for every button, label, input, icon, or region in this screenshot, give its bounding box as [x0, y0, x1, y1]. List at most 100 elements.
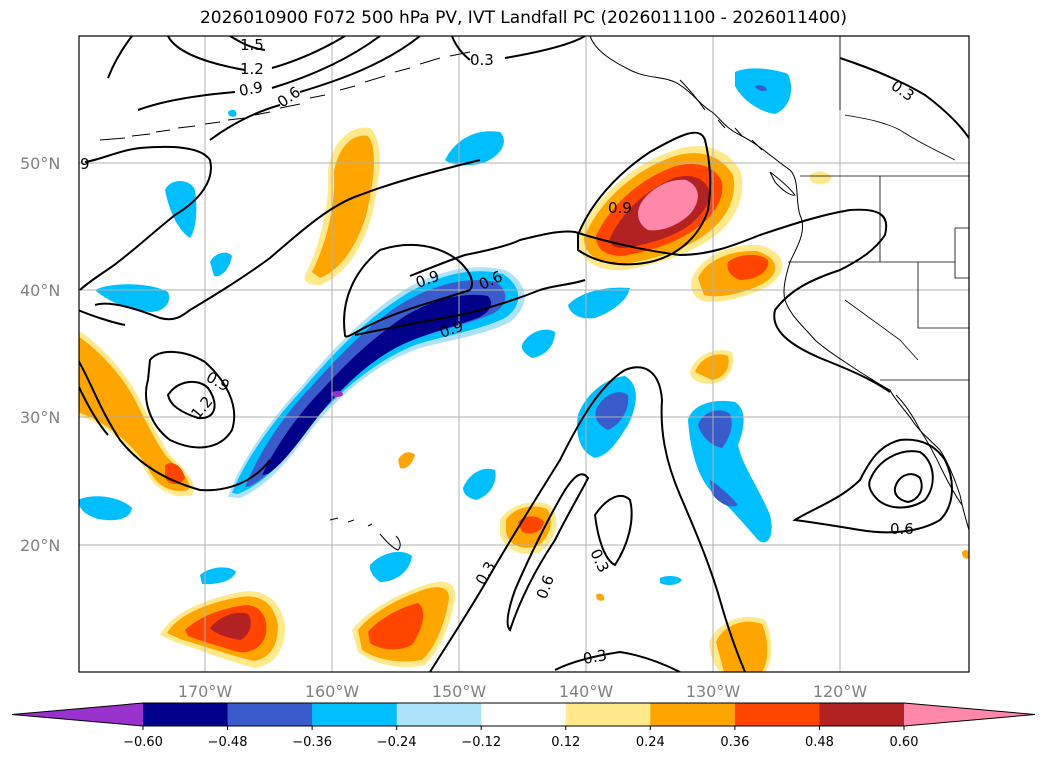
positive-patch-south2-red — [368, 603, 424, 650]
positive-patch-center-red — [518, 516, 544, 534]
colorbar-segment — [227, 703, 313, 726]
lat-label: 20°N — [20, 536, 60, 555]
lon-label: 170°W — [178, 682, 233, 701]
lon-label: 130°W — [686, 682, 741, 701]
contour-label: 9 — [80, 155, 90, 173]
contour-0p9-low — [145, 350, 236, 449]
colorbar-segment — [312, 703, 398, 726]
lat-label: 40°N — [20, 281, 60, 300]
negative-patch-12 — [660, 575, 682, 585]
colorbar-tick-label: −0.24 — [377, 735, 417, 750]
colorbar-segment — [734, 703, 820, 726]
colorbar-extend-min — [12, 703, 143, 726]
negative-patch-8 — [463, 468, 496, 500]
contour-0p3-inner — [593, 495, 633, 567]
contour-label: 0.6 — [890, 520, 914, 538]
canada-border-inner — [844, 114, 956, 161]
colorbar-segment — [481, 703, 567, 726]
positive-patch-small2 — [810, 171, 832, 185]
lat-label: 30°N — [20, 408, 60, 427]
contour-0p6-mid — [354, 279, 586, 336]
contour-label: 0.3 — [470, 51, 494, 69]
positive-patch-small4 — [596, 593, 605, 601]
map-background — [79, 36, 969, 672]
contour-1p2-se — [893, 473, 923, 504]
positive-patch-east-orange — [695, 354, 729, 380]
colorbar-tick-label: 0.24 — [636, 735, 665, 750]
lat-label: 50°N — [20, 154, 60, 173]
contour-0p3-top — [451, 36, 586, 61]
negative-band-extreme — [331, 391, 343, 397]
negative-patch-3 — [165, 181, 197, 238]
negative-patch-10 — [369, 551, 412, 582]
positive-patch-south-darkred — [210, 612, 251, 640]
aleutian-islands — [99, 51, 471, 141]
contour-0p6-west — [79, 309, 126, 436]
map-title: 2026010900 F072 500 hPa PV, IVT Landfall… — [199, 8, 847, 28]
negative-patch-2-core — [755, 85, 767, 91]
negative-patch-6 — [568, 287, 630, 319]
colorbar-extend-max — [904, 703, 1035, 726]
contour-0p9-top — [137, 36, 381, 111]
colorbar-segment — [819, 703, 905, 726]
positive-patch-west-orange — [79, 336, 190, 491]
colorbar-tick-label: 0.12 — [551, 735, 580, 750]
colorbar-tick-label: 0.48 — [805, 735, 834, 750]
negative-patch-mid-core — [595, 392, 629, 430]
colorbar-segment — [650, 703, 736, 726]
negative-patch-5 — [210, 252, 232, 277]
pv-contours — [79, 36, 969, 672]
contour-0p3-ne — [839, 57, 969, 139]
contour-1p2 — [167, 36, 346, 71]
positive-patch-2-red — [727, 254, 769, 280]
lon-label: 120°W — [813, 682, 868, 701]
colorbar-tick-label: −0.12 — [461, 735, 501, 750]
lon-label: 140°W — [559, 682, 614, 701]
contour-1p2-low — [166, 380, 216, 420]
negative-patch-2 — [735, 68, 792, 114]
positive-patch-small1 — [398, 452, 415, 469]
negative-patch-13 — [228, 109, 237, 117]
contour-0p9-east — [577, 131, 712, 266]
contour-0p6-south — [506, 473, 590, 632]
state-border-3 — [844, 299, 919, 361]
contour-0p9-large — [79, 145, 481, 321]
longitude-labels: 170°W 160°W 150°W 140°W 130°W 120°W — [178, 682, 868, 701]
contour-0p6-low — [79, 359, 271, 492]
vancouver-island — [769, 171, 796, 196]
gridlines — [79, 36, 969, 672]
contour-0p9-se — [868, 450, 934, 509]
map-frame — [78, 35, 970, 673]
negative-patch-4 — [95, 284, 170, 312]
contour-label: 0.9 — [608, 199, 632, 217]
latitude-labels: 50°N 40°N 30°N 20°N — [20, 154, 60, 555]
colorbar-segment — [143, 703, 229, 726]
state-border-5 — [954, 227, 969, 279]
contour-0p6-se — [792, 438, 953, 534]
political-borders — [788, 36, 969, 381]
negative-patch-7 — [521, 329, 555, 358]
colorbar-tick-label: −0.60 — [123, 735, 163, 750]
contour-0p9-mid — [343, 243, 473, 338]
contour-0p6-long — [409, 208, 891, 393]
positive-patch-small3 — [962, 550, 969, 559]
positive-patch-north-pink — [638, 179, 698, 231]
colorbar-segment — [565, 703, 651, 726]
negative-patch-1 — [445, 131, 504, 166]
negative-patch-south-core2 — [710, 480, 738, 507]
contour-label: 0.3 — [582, 646, 609, 668]
positive-patch-se-orange — [716, 621, 768, 672]
negative-patch-south-core — [698, 410, 732, 448]
negative-patch-11 — [200, 567, 236, 585]
lon-label: 160°W — [305, 682, 360, 701]
lon-label: 150°W — [432, 682, 487, 701]
colorbar-segment — [396, 703, 482, 726]
contour-label: 1.5 — [240, 36, 264, 54]
colorbar: −0.60 −0.48 −0.36 −0.24 −0.12 0.12 0.24 0.36 0.4… — [11, 702, 1036, 750]
contour-0p3-south — [429, 366, 746, 672]
hawaii-islands — [329, 517, 401, 551]
contour-0p6-top — [209, 36, 421, 141]
colorbar-tick-label: 0.36 — [720, 735, 749, 750]
state-border-4 — [917, 262, 969, 329]
contour-label: 1.2 — [240, 60, 264, 78]
